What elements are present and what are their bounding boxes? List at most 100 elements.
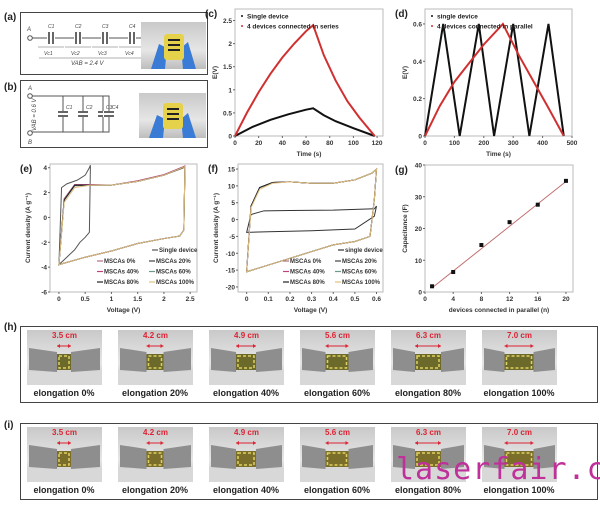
capacitor-label: C2 bbox=[75, 24, 82, 30]
data-point bbox=[479, 243, 484, 248]
y-tick-label: 1 bbox=[228, 87, 232, 94]
x-tick-label: 1.5 bbox=[133, 296, 142, 303]
y-tick-label: 2 bbox=[43, 190, 47, 197]
plot-frame bbox=[424, 164, 574, 293]
legend-marker bbox=[241, 15, 243, 17]
panel-b-label: (b) bbox=[4, 82, 17, 93]
plot-frame bbox=[424, 8, 573, 137]
x-tick-label: 20 bbox=[255, 140, 263, 147]
length-label: 4.2 cm bbox=[143, 428, 168, 437]
x-tick-label: 0.5 bbox=[81, 296, 90, 303]
stretch-photo bbox=[391, 330, 466, 385]
x-tick-label: 80 bbox=[326, 140, 334, 147]
x-axis-label: Time (s) bbox=[297, 151, 322, 158]
capacitor-label: C3 bbox=[102, 24, 109, 30]
length-label: 6.3 cm bbox=[416, 428, 441, 437]
panel-b-box: C1 C2 C3 C4 A B VAB = 0.6 V bbox=[20, 80, 208, 148]
y-tick-label: 0.2 bbox=[413, 96, 422, 103]
legend-entry: MSCAs 100% bbox=[342, 280, 381, 286]
length-label: 6.3 cm bbox=[416, 331, 441, 340]
stretch-photo bbox=[118, 427, 193, 482]
series-line bbox=[424, 22, 565, 137]
panel-label: (c) bbox=[205, 9, 217, 20]
y-tick-label: 1.5 bbox=[223, 64, 232, 71]
series-line bbox=[234, 107, 376, 137]
capacitor-label: C3 bbox=[106, 105, 113, 111]
y-tick-label: -10 bbox=[226, 251, 236, 258]
y-tick-label: 0 bbox=[418, 134, 422, 141]
x-tick-label: 200 bbox=[478, 140, 489, 147]
x-tick-label: 0 bbox=[233, 140, 237, 147]
series-line bbox=[246, 167, 378, 273]
legend-marker bbox=[431, 15, 433, 17]
plot-frame bbox=[234, 8, 384, 137]
legend-entry: single device bbox=[345, 248, 383, 254]
length-label: 4.9 cm bbox=[234, 428, 259, 437]
y-tick-label: 40 bbox=[415, 163, 423, 170]
x-axis-label: Time (s) bbox=[486, 151, 511, 158]
data-point bbox=[507, 220, 512, 225]
panel-i-label: (i) bbox=[4, 420, 14, 431]
y-tick-label: 15 bbox=[228, 167, 236, 174]
x-tick-label: 0.4 bbox=[329, 296, 338, 303]
elongation-caption: elongation 80% bbox=[394, 388, 461, 398]
series-line bbox=[234, 23, 376, 137]
watermark: laserfair.com bbox=[396, 452, 600, 487]
stretch-photo bbox=[391, 427, 466, 482]
elongation-caption: elongation 100% bbox=[483, 388, 555, 398]
x-tick-label: 1 bbox=[110, 296, 114, 303]
y-tick-label: 4 bbox=[43, 165, 47, 172]
x-tick-label: 20 bbox=[562, 296, 570, 303]
legend-entry: MSCAs 0% bbox=[290, 259, 322, 265]
x-tick-label: 2.5 bbox=[186, 296, 195, 303]
y-axis-label: Current density (A g⁻¹) bbox=[213, 193, 220, 263]
series-line bbox=[246, 167, 378, 273]
x-axis-label: Voltage (V) bbox=[107, 307, 140, 314]
y-tick-label: 0.4 bbox=[413, 59, 422, 66]
length-label: 4.9 cm bbox=[234, 331, 259, 340]
y-tick-label: 2.5 bbox=[223, 18, 232, 25]
legend-entry: Single device bbox=[247, 14, 289, 21]
stretch-photo bbox=[300, 330, 375, 385]
x-tick-label: 120 bbox=[372, 140, 383, 147]
x-tick-label: 0 bbox=[245, 296, 249, 303]
x-tick-label: 0.6 bbox=[372, 296, 381, 303]
elongation-caption: elongation 100% bbox=[483, 485, 555, 495]
legend-entry: MSCAs 20% bbox=[156, 259, 191, 265]
y-tick-label: 0 bbox=[228, 134, 232, 141]
x-tick-label: 60 bbox=[302, 140, 310, 147]
legend-marker bbox=[431, 25, 433, 27]
y-axis-label: E(V) bbox=[402, 66, 409, 79]
total-voltage: VAB = 2.4 V bbox=[71, 61, 105, 67]
capacitor-label: C4 bbox=[112, 105, 119, 111]
series-line bbox=[246, 167, 378, 273]
elongation-caption: elongation 40% bbox=[212, 485, 279, 495]
x-tick-label: 4 bbox=[451, 296, 455, 303]
capacitor-label: C1 bbox=[66, 105, 73, 111]
length-label: 7.0 cm bbox=[507, 331, 532, 340]
panel-h-label: (h) bbox=[4, 322, 17, 333]
x-tick-label: 300 bbox=[508, 140, 519, 147]
length-label: 7.0 cm bbox=[507, 428, 532, 437]
x-tick-label: 0 bbox=[57, 296, 61, 303]
elongation-caption: elongation 60% bbox=[303, 485, 370, 495]
capacitor-label: C1 bbox=[48, 24, 55, 30]
device-photo-a bbox=[141, 22, 206, 69]
plot-frame bbox=[49, 163, 198, 293]
series-line bbox=[58, 165, 91, 266]
chart-f: (f) 0 0.1 0.2 0.3 0.4 0.5 0.6 -20 -15 -10 -5 0 5 10 15 V… bbox=[208, 163, 384, 314]
y-axis-label: E(V) bbox=[212, 66, 219, 79]
capacitor-voltage: Vc1 bbox=[44, 51, 53, 57]
legend-entry: MSCAs 40% bbox=[290, 270, 325, 276]
y-tick-label: -6 bbox=[41, 290, 47, 297]
x-tick-label: 100 bbox=[348, 140, 359, 147]
capacitor-voltage: Vc3 bbox=[98, 51, 107, 57]
series-line bbox=[246, 167, 378, 273]
legend-entry: 4 devices connected in series bbox=[247, 24, 339, 31]
length-label: 5.6 cm bbox=[325, 331, 350, 340]
legend-entry: single device bbox=[437, 14, 478, 21]
series-line bbox=[246, 167, 378, 273]
stretch-photo bbox=[209, 330, 284, 385]
elongation-caption: elongation 40% bbox=[212, 388, 279, 398]
